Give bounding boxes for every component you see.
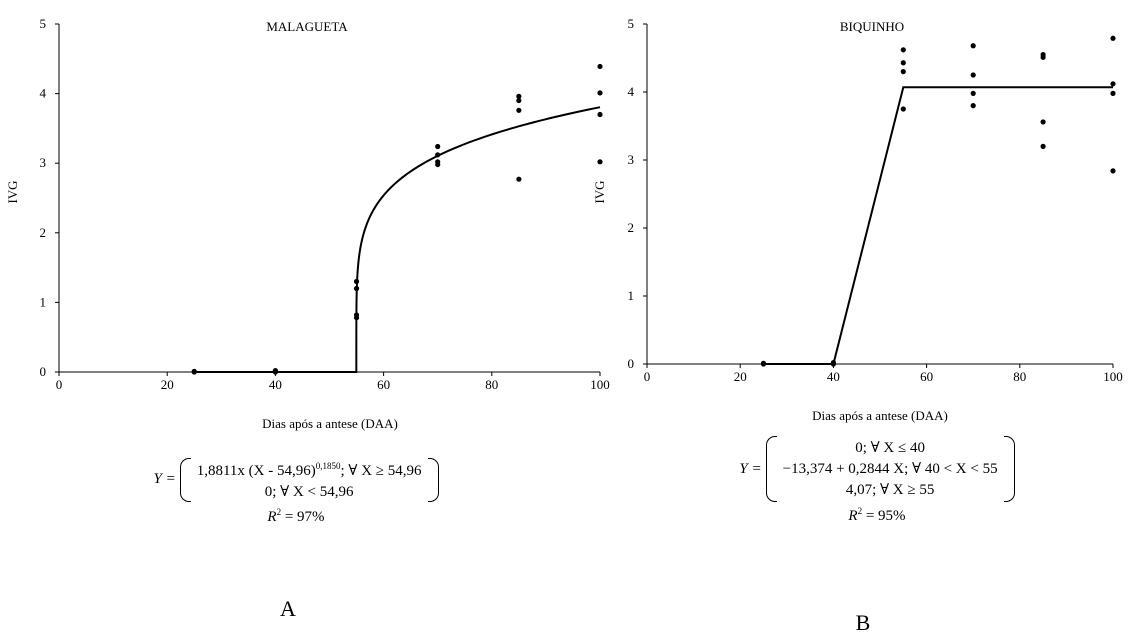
y-tick-label-a: 1: [40, 294, 47, 309]
data-point-a: [597, 111, 603, 118]
data-point-b: [970, 72, 976, 78]
data-point-b: [970, 43, 976, 49]
x-tick-label-b: 80: [1013, 369, 1026, 384]
data-point-a: [597, 63, 603, 70]
data-point-a: [353, 278, 360, 285]
data-point-a: [272, 368, 278, 374]
fit-curve-a: [194, 106, 601, 373]
x-tick-label-b: 100: [1103, 369, 1123, 384]
y-tick-label-b: 4: [628, 84, 635, 99]
equation-a-left-brace: [179, 457, 191, 502]
data-point-b: [970, 103, 976, 109]
equation-a-cases: 1,8811x (X - 54,96)0,1850; ∀ X ≥ 54,96 0…: [191, 456, 428, 503]
panel-label-b: B: [856, 610, 871, 635]
data-point-b: [830, 360, 837, 366]
data-point-b: [1110, 168, 1116, 174]
equation-b-right-brace: [1003, 436, 1015, 502]
x-tick-label-a: 80: [485, 377, 498, 392]
equation-b-r2: R2 = 95%: [848, 506, 906, 524]
data-point-b: [1040, 143, 1046, 149]
equation-a: Y = 1,8811x (X - 54,96)0,1850; ∀ X ≥ 54,…: [146, 456, 446, 526]
y-axis-title-b: IVG: [592, 180, 607, 203]
y-tick-label-b: 0: [628, 356, 635, 371]
data-point-b: [1110, 90, 1116, 96]
x-tick-label-a: 60: [377, 377, 390, 392]
y-tick-label-a: 0: [40, 364, 47, 379]
fit-curve-b: [763, 86, 1113, 365]
equation-a-case-2: 0; ∀ X < 54,96: [264, 484, 354, 500]
data-point-b: [970, 90, 976, 96]
data-point-a: [353, 285, 360, 292]
x-tick-label-a: 100: [590, 377, 610, 392]
chart-panel-a: MALAGUETA IVG Dias após a antese (DAA) 0…: [5, 16, 610, 621]
y-tick-label-b: 2: [628, 220, 635, 235]
data-point-a: [191, 368, 197, 374]
equation-b-case-3: 4,07; ∀ X ≥ 55: [845, 481, 935, 498]
equation-b-case-1: 0; ∀ X ≤ 40: [855, 439, 925, 456]
equation-a-lhs: Y =: [153, 471, 176, 487]
data-point-a: [516, 97, 522, 104]
data-point-b: [900, 106, 906, 112]
data-point-b: [900, 69, 906, 75]
equation-b-cases: 0; ∀ X ≤ 40 −13,374 + 0,2844 X; ∀ 40 < X…: [777, 438, 1004, 501]
equation-b-case-2: −13,374 + 0,2844 X; ∀ 40 < X < 55: [782, 460, 998, 477]
x-tick-label-b: 20: [734, 369, 747, 384]
data-point-a: [516, 93, 522, 99]
x-tick-label-b: 40: [827, 369, 840, 384]
data-point-a: [516, 107, 522, 113]
chart-title-b: BIQUINHO: [840, 19, 904, 34]
data-point-a: [435, 152, 441, 158]
data-point-b: [900, 47, 906, 53]
data-point-b: [1110, 35, 1116, 41]
equation-b-left-brace: [765, 436, 777, 502]
y-axis-title-a: IVG: [5, 180, 20, 203]
y-tick-label-a: 4: [40, 86, 47, 101]
equation-a-case-1: 1,8811x (X - 54,96)0,1850; ∀ X ≥ 54,96: [196, 461, 422, 479]
x-axis-title-a: Dias após a antese (DAA): [262, 416, 398, 431]
equation-a-right-brace: [427, 457, 439, 502]
data-point-a: [435, 143, 441, 150]
data-point-a: [516, 176, 522, 182]
chart-panel-b: BIQUINHO IVG Dias após a antese (DAA) 0 2…: [592, 16, 1123, 635]
x-tick-label-a: 0: [56, 377, 63, 392]
data-point-a: [435, 159, 441, 165]
data-point-b: [760, 360, 767, 366]
x-tick-label-b: 0: [644, 369, 651, 384]
y-tick-label-a: 2: [40, 225, 47, 240]
x-axis-title-b: Dias após a antese (DAA): [812, 408, 948, 423]
y-tick-label-a: 5: [40, 16, 47, 31]
data-point-b: [1110, 81, 1116, 87]
x-tick-label-a: 20: [161, 377, 174, 392]
data-point-b: [1040, 52, 1046, 58]
data-point-b: [1040, 119, 1046, 125]
equation-a-r2: R2 = 97%: [267, 507, 325, 525]
x-tick-label-a: 40: [269, 377, 282, 392]
chart-title-a: MALAGUETA: [266, 19, 348, 34]
equation-b: Y = 0; ∀ X ≤ 40 −13,374 + 0,2844 X; ∀ 40…: [722, 436, 1032, 525]
y-tick-label-a: 3: [40, 155, 47, 170]
data-point-a: [597, 159, 603, 165]
y-tick-label-b: 1: [628, 288, 635, 303]
data-point-b: [900, 60, 906, 66]
data-point-a: [353, 312, 360, 318]
x-tick-label-b: 60: [920, 369, 933, 384]
data-point-a: [597, 90, 603, 96]
y-tick-label-b: 5: [628, 16, 635, 31]
panel-label-a: A: [280, 596, 296, 621]
equation-b-lhs: Y =: [739, 460, 762, 477]
y-tick-label-b: 3: [628, 152, 635, 167]
